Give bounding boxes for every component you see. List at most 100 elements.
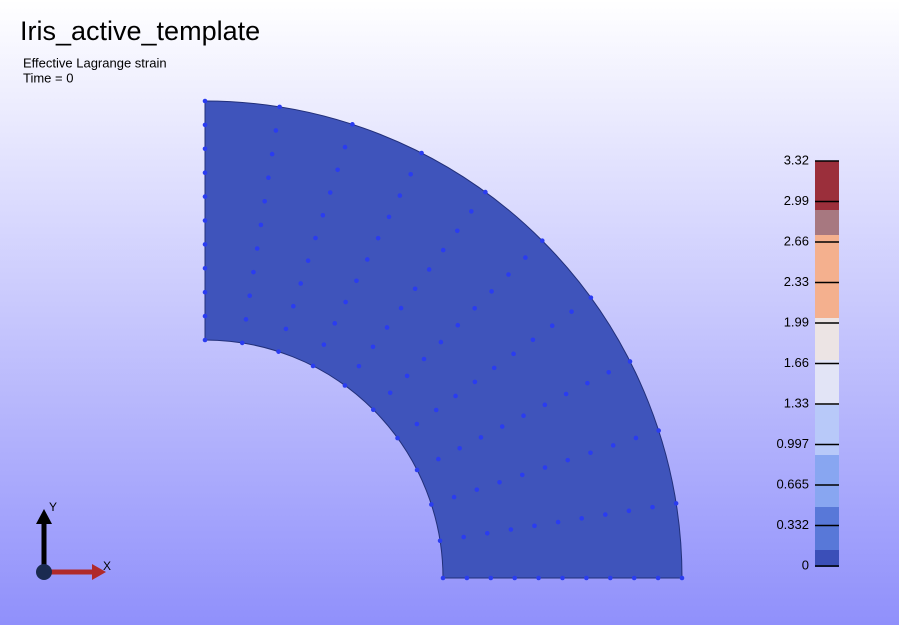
title: Iris_active_template bbox=[20, 16, 260, 46]
node bbox=[532, 523, 537, 529]
node bbox=[386, 214, 392, 220]
node bbox=[343, 299, 348, 305]
node bbox=[488, 575, 494, 581]
node bbox=[497, 479, 502, 485]
colorbar-label: 0 bbox=[802, 557, 809, 572]
node bbox=[453, 393, 458, 399]
color-band bbox=[815, 507, 839, 550]
colorbar-label: 0.665 bbox=[776, 476, 809, 491]
node bbox=[395, 435, 400, 441]
node bbox=[483, 189, 488, 195]
node bbox=[202, 194, 208, 199]
node bbox=[464, 575, 470, 581]
node bbox=[321, 342, 327, 347]
node bbox=[673, 501, 679, 506]
node bbox=[569, 309, 574, 314]
node bbox=[440, 575, 446, 581]
node bbox=[332, 321, 338, 326]
node bbox=[603, 512, 608, 517]
node bbox=[239, 340, 245, 346]
node bbox=[454, 228, 460, 234]
node bbox=[433, 407, 439, 413]
y-arrowhead bbox=[36, 509, 52, 524]
node bbox=[610, 443, 616, 448]
node bbox=[655, 575, 661, 581]
node bbox=[365, 257, 370, 262]
node bbox=[419, 150, 424, 156]
node bbox=[455, 322, 461, 328]
node bbox=[327, 190, 333, 195]
node bbox=[633, 435, 639, 441]
node bbox=[478, 435, 484, 440]
node bbox=[585, 380, 590, 386]
color-band bbox=[815, 550, 839, 567]
node bbox=[384, 325, 390, 330]
node bbox=[472, 306, 477, 311]
colorbar-label: 1.66 bbox=[784, 355, 809, 370]
node bbox=[588, 450, 593, 456]
node bbox=[429, 502, 434, 507]
colorbar-label: 1.33 bbox=[784, 395, 809, 410]
mesh bbox=[204, 100, 683, 579]
node bbox=[584, 575, 589, 581]
colorbar-label: 0.997 bbox=[776, 436, 809, 451]
node bbox=[202, 266, 208, 271]
color-band bbox=[815, 318, 839, 360]
node bbox=[499, 424, 505, 429]
colorbar-label: 1.99 bbox=[784, 314, 809, 329]
node bbox=[254, 246, 260, 251]
node bbox=[202, 170, 208, 175]
node bbox=[202, 289, 208, 295]
node bbox=[202, 337, 208, 343]
node bbox=[491, 365, 497, 371]
node bbox=[202, 242, 208, 247]
node bbox=[565, 457, 571, 463]
node bbox=[269, 151, 275, 157]
node bbox=[243, 317, 249, 322]
node bbox=[523, 255, 528, 260]
node bbox=[247, 293, 253, 299]
nodes bbox=[202, 98, 685, 581]
node bbox=[273, 128, 279, 133]
node bbox=[266, 175, 271, 180]
node bbox=[440, 247, 446, 253]
node bbox=[579, 516, 585, 521]
node bbox=[512, 575, 517, 581]
node bbox=[414, 421, 420, 427]
node bbox=[342, 383, 348, 388]
node bbox=[283, 326, 289, 332]
node bbox=[310, 363, 316, 369]
y-axis-label: Y bbox=[49, 500, 57, 514]
node bbox=[474, 487, 480, 492]
colorbar-label: 2.99 bbox=[784, 193, 809, 208]
origin bbox=[36, 564, 52, 580]
node bbox=[656, 428, 661, 433]
node bbox=[354, 278, 359, 284]
node bbox=[276, 349, 281, 354]
subtitle: Time = 0 bbox=[23, 70, 73, 85]
x-arrowhead bbox=[92, 564, 106, 580]
node bbox=[437, 538, 443, 544]
node bbox=[202, 122, 208, 128]
color-band bbox=[815, 405, 839, 455]
node bbox=[291, 303, 296, 309]
node bbox=[542, 402, 548, 408]
node bbox=[626, 508, 632, 514]
node bbox=[542, 465, 548, 470]
color-band bbox=[815, 161, 839, 210]
node bbox=[606, 369, 612, 375]
colorbar-label: 2.66 bbox=[784, 233, 809, 248]
node bbox=[342, 144, 348, 150]
x-axis-label: X bbox=[103, 559, 111, 573]
node bbox=[650, 504, 655, 510]
colorbar bbox=[815, 161, 839, 567]
node bbox=[549, 323, 555, 329]
node bbox=[202, 98, 208, 104]
node bbox=[251, 269, 256, 275]
node bbox=[258, 222, 264, 228]
node bbox=[313, 235, 318, 241]
node bbox=[489, 289, 494, 294]
node bbox=[335, 167, 340, 173]
node bbox=[298, 281, 304, 286]
node bbox=[555, 519, 561, 525]
